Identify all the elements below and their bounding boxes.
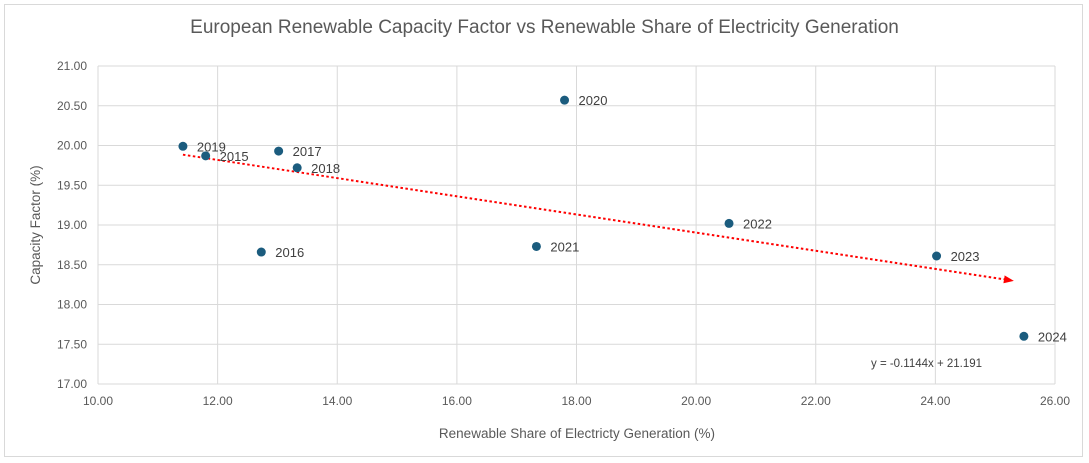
data-point-2017 xyxy=(274,146,284,156)
data-point-2016 xyxy=(256,247,266,257)
trendline-layer xyxy=(182,153,1014,284)
y-tick-label: 20.50 xyxy=(57,99,87,113)
data-point-2020 xyxy=(560,95,570,105)
data-point-2024 xyxy=(1019,331,1029,341)
x-tick-label: 14.00 xyxy=(322,394,352,408)
y-tick-label: 17.00 xyxy=(57,377,87,391)
point-label-2021: 2021 xyxy=(550,239,579,254)
chart-title: European Renewable Capacity Factor vs Re… xyxy=(190,17,899,38)
point-label-2022: 2022 xyxy=(743,216,772,231)
y-tick-label: 21.00 xyxy=(57,59,87,73)
data-point-2019 xyxy=(178,141,188,151)
x-tick-label: 16.00 xyxy=(442,394,472,408)
point-label-2023: 2023 xyxy=(951,249,980,264)
y-axis-title: Capacity Factor (%) xyxy=(28,165,43,284)
point-label-2016: 2016 xyxy=(275,245,304,260)
x-tick-label: 22.00 xyxy=(801,394,831,408)
x-tick-label: 12.00 xyxy=(203,394,233,408)
point-label-2015: 2015 xyxy=(220,149,249,164)
point-label-2017: 2017 xyxy=(293,144,322,159)
point-labels: 2015 2016 2017 2018 2019 2020 2021 2022 2023 2024 xyxy=(197,93,1067,344)
grid-lines xyxy=(97,65,1056,385)
y-tick-label: 20.00 xyxy=(57,139,87,153)
data-point-2022 xyxy=(724,218,734,228)
tick-labels: 10.00 12.00 14.00 16.00 18.00 20.00 22.00 24.00… xyxy=(57,59,1070,408)
x-tick-label: 20.00 xyxy=(681,394,711,408)
trendline xyxy=(182,153,1014,284)
x-axis-title: Renewable Share of Electricty Generation… xyxy=(439,426,715,441)
data-point-2021 xyxy=(531,241,541,251)
data-points xyxy=(178,95,1029,341)
trendline-equation: y = -0.1144x + 21.191 xyxy=(871,358,982,370)
y-tick-label: 17.50 xyxy=(57,337,87,351)
x-tick-label: 24.00 xyxy=(920,394,950,408)
point-label-2018: 2018 xyxy=(311,161,340,176)
x-tick-label: 10.00 xyxy=(83,394,113,408)
y-tick-label: 18.00 xyxy=(57,298,87,312)
y-tick-label: 19.50 xyxy=(57,178,87,192)
data-point-2023 xyxy=(932,251,942,261)
y-tick-label: 18.50 xyxy=(57,258,87,272)
chart-frame xyxy=(4,4,1083,457)
y-tick-label: 19.00 xyxy=(57,218,87,232)
point-label-2020: 2020 xyxy=(579,93,608,108)
data-point-2018 xyxy=(292,163,302,173)
point-label-2024: 2024 xyxy=(1038,329,1067,344)
data-point-2015 xyxy=(201,151,211,161)
x-tick-label: 18.00 xyxy=(561,394,591,408)
point-label-2019: 2019 xyxy=(197,139,226,154)
x-tick-label: 26.00 xyxy=(1040,394,1070,408)
